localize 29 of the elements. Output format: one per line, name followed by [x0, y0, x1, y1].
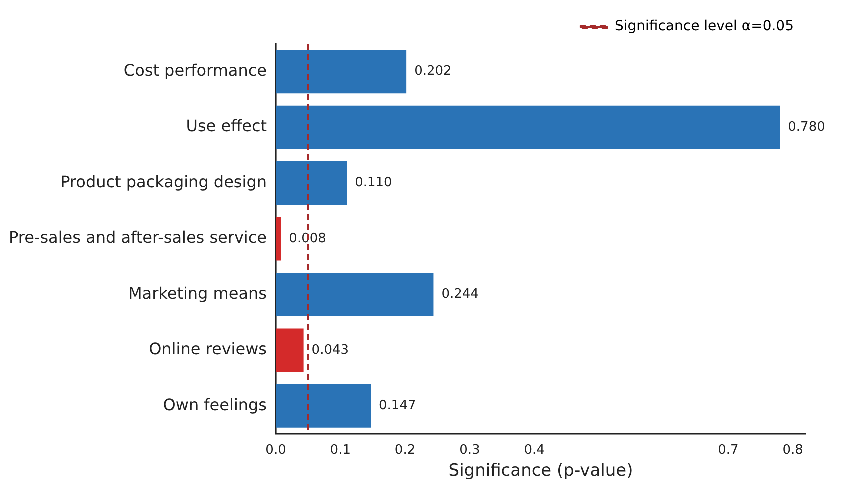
bar: [276, 217, 282, 261]
y-tick-label: Cost performance: [124, 61, 268, 80]
y-tick-label: Product packaging design: [60, 172, 268, 192]
data-label: 0.147: [379, 398, 416, 414]
x-tick-label: 0.4: [524, 443, 545, 458]
bar: [276, 384, 372, 428]
y-tick-label: Use effect: [186, 116, 268, 136]
y-tick-label: Marketing means: [128, 284, 268, 303]
y-tick-label: Own feelings: [163, 395, 268, 414]
x-axis-title: Significance (p-value): [448, 461, 634, 482]
legend-label: Significance level α=0.05: [614, 18, 794, 35]
bar: [276, 328, 304, 372]
data-label: 0.244: [442, 287, 479, 302]
x-tick-label: 0.0: [266, 443, 286, 458]
x-tick-label: 0.3: [460, 443, 480, 458]
bar: [276, 162, 348, 206]
data-label: 0.110: [355, 176, 392, 191]
y-tick-label: Online reviews: [149, 340, 268, 359]
x-tick-label: 0.2: [394, 443, 416, 458]
x-tick-label: 0.7: [718, 443, 739, 458]
x-tick-label: 0.1: [330, 443, 351, 458]
y-tick-label: Pre-sales and after-sales service: [9, 228, 268, 248]
bar: [276, 106, 780, 150]
data-label: 0.780: [788, 120, 826, 135]
x-tick-label: 0.8: [782, 443, 804, 458]
data-label: 0.043: [312, 342, 350, 358]
bar: [276, 272, 434, 316]
data-label: 0.202: [414, 64, 452, 80]
bar: [276, 50, 407, 94]
